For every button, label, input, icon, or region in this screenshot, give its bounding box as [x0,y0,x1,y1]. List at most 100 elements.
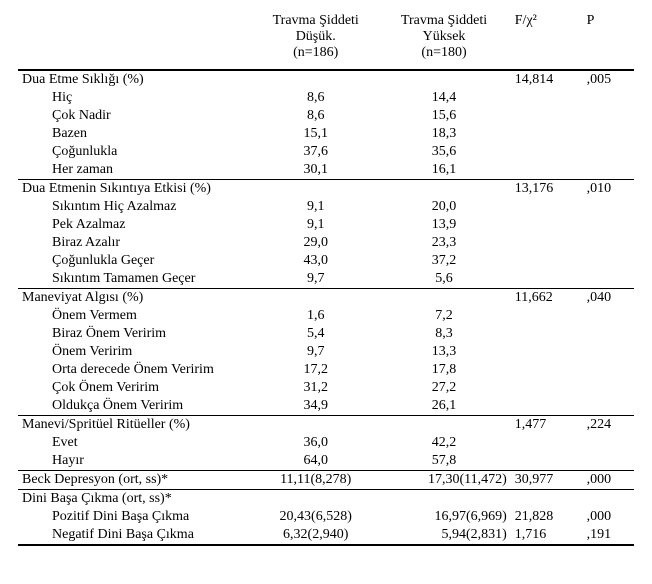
table-row: Bazen15,118,3 [18,125,634,143]
row-g1: 17,2 [254,361,377,379]
row-label: Bazen [18,125,254,143]
row-g2: 27,2 [377,379,510,397]
table-row: Çok Nadir8,615,6 [18,107,634,125]
row-label: Biraz Önem Veririm [18,325,254,343]
row-label: Önem Vermem [18,307,254,325]
row-g2: 18,3 [377,125,510,143]
table-row: Pozitif Dini Başa Çıkma 20,43(6,528) 16,… [18,508,634,526]
row-g1: 29,0 [254,234,377,252]
row-label: Çoğunlukla Geçer [18,252,254,270]
row-g1: 37,6 [254,143,377,161]
row-g2: 13,9 [377,216,510,234]
table-row: Biraz Azalır29,023,3 [18,234,634,252]
row-g1: 1,6 [254,307,377,325]
row-g2: 8,3 [377,325,510,343]
row-g1: 31,2 [254,379,377,397]
row-label: Negatif Dini Başa Çıkma [18,526,254,545]
row-label: Sıkıntım Hiç Azalmaz [18,198,254,216]
section-f: 13,176 [511,180,583,199]
row-label: Çoğunlukla [18,143,254,161]
table-row: Her zaman30,116,1 [18,161,634,180]
row-g2: 16,1 [377,161,510,180]
row-g2: 7,2 [377,307,510,325]
row-label: Hayır [18,452,254,471]
row-p: ,000 [583,471,634,490]
row-p: ,191 [583,526,634,545]
section-title-row: Dini Başa Çıkma (ort, ss)* [18,490,634,509]
row-g1: 43,0 [254,252,377,270]
row-g1: 6,32(2,940) [254,526,377,545]
col-group2-line3: (n=180) [421,45,466,60]
table-row: Sıkıntım Tamamen Geçer9,75,6 [18,270,634,289]
row-g2: 15,6 [377,107,510,125]
table-row: Evet36,042,2 [18,434,634,452]
row-g2: 5,94(2,831) [377,526,510,545]
table-row: Hayır64,057,8 [18,452,634,471]
section-f: 11,662 [511,289,583,308]
section-title-row: Maneviyat Algısı (%) 11,662 ,040 [18,289,634,308]
row-label: Sıkıntım Tamamen Geçer [18,270,254,289]
section-title: Dua Etmenin Sıkıntıya Etkisi (%) [18,180,254,199]
row-g1: 36,0 [254,434,377,452]
table-row: Orta derecede Önem Veririm17,217,8 [18,361,634,379]
row-g2: 37,2 [377,252,510,270]
row-label: Her zaman [18,161,254,180]
section-f: 1,477 [511,416,583,435]
row-label: Beck Depresyon (ort, ss)* [18,471,254,490]
row-g1: 5,4 [254,325,377,343]
col-group2-line2: Yüksek [423,29,466,44]
section-p: ,005 [583,70,634,89]
row-g2: 57,8 [377,452,510,471]
row-g1: 11,11(8,278) [254,471,377,490]
col-fchi2: F/χ² [511,12,583,62]
row-g1: 15,1 [254,125,377,143]
row-label: Oldukça Önem Veririm [18,397,254,416]
section-title: Dini Başa Çıkma (ort, ss)* [18,490,254,509]
table-row: Pek Azalmaz9,113,9 [18,216,634,234]
row-g2: 23,3 [377,234,510,252]
row-f: 30,977 [511,471,583,490]
row-f: 21,828 [511,508,583,526]
row-g1: 9,1 [254,198,377,216]
row-label: Orta derecede Önem Veririm [18,361,254,379]
section-p: ,040 [583,289,634,308]
table-row: Çoğunlukla37,635,6 [18,143,634,161]
section-title-row: Dua Etmenin Sıkıntıya Etkisi (%) 13,176 … [18,180,634,199]
row-g2: 5,6 [377,270,510,289]
row-label: Pozitif Dini Başa Çıkma [18,508,254,526]
section-p: ,224 [583,416,634,435]
row-label: Çok Nadir [18,107,254,125]
row-label: Evet [18,434,254,452]
table-row: Önem Vermem1,67,2 [18,307,634,325]
section-p: ,010 [583,180,634,199]
table-row: Negatif Dini Başa Çıkma 6,32(2,940) 5,94… [18,526,634,545]
row-g1: 8,6 [254,107,377,125]
row-g2: 13,3 [377,343,510,361]
row-f: 1,716 [511,526,583,545]
row-g2: 17,30(11,472) [377,471,510,490]
table-row: Çok Önem Veririm31,227,2 [18,379,634,397]
col-group1-line1: Travma Şiddeti [273,13,359,28]
row-g1: 20,43(6,528) [254,508,377,526]
col-group1-line3: (n=186) [293,45,338,60]
row-g1: 30,1 [254,161,377,180]
row-label: Pek Azalmaz [18,216,254,234]
row-g1: 9,7 [254,270,377,289]
row-g2: 26,1 [377,397,510,416]
section-title: Dua Etme Sıklığı (%) [18,70,254,89]
row-g1: 8,6 [254,89,377,107]
row-g2: 16,97(6,969) [377,508,510,526]
table-header-row: Travma Şiddeti Düşük. (n=186) Travma Şid… [18,12,634,62]
section-title: Maneviyat Algısı (%) [18,289,254,308]
row-g2: 42,2 [377,434,510,452]
row-g1: 34,9 [254,397,377,416]
col-group2-line1: Travma Şiddeti [401,13,487,28]
table-row: Oldukça Önem Veririm34,926,1 [18,397,634,416]
row-g2: 35,6 [377,143,510,161]
row-g1: 9,1 [254,216,377,234]
section-title-row: Manevi/Spritüel Ritüeller (%) 1,477 ,224 [18,416,634,435]
row-label: Önem Veririm [18,343,254,361]
section-title: Manevi/Spritüel Ritüeller (%) [18,416,254,435]
section-title-row: Dua Etme Sıklığı (%) 14,814 ,005 [18,70,634,89]
table-row: Beck Depresyon (ort, ss)* 11,11(8,278) 1… [18,471,634,490]
